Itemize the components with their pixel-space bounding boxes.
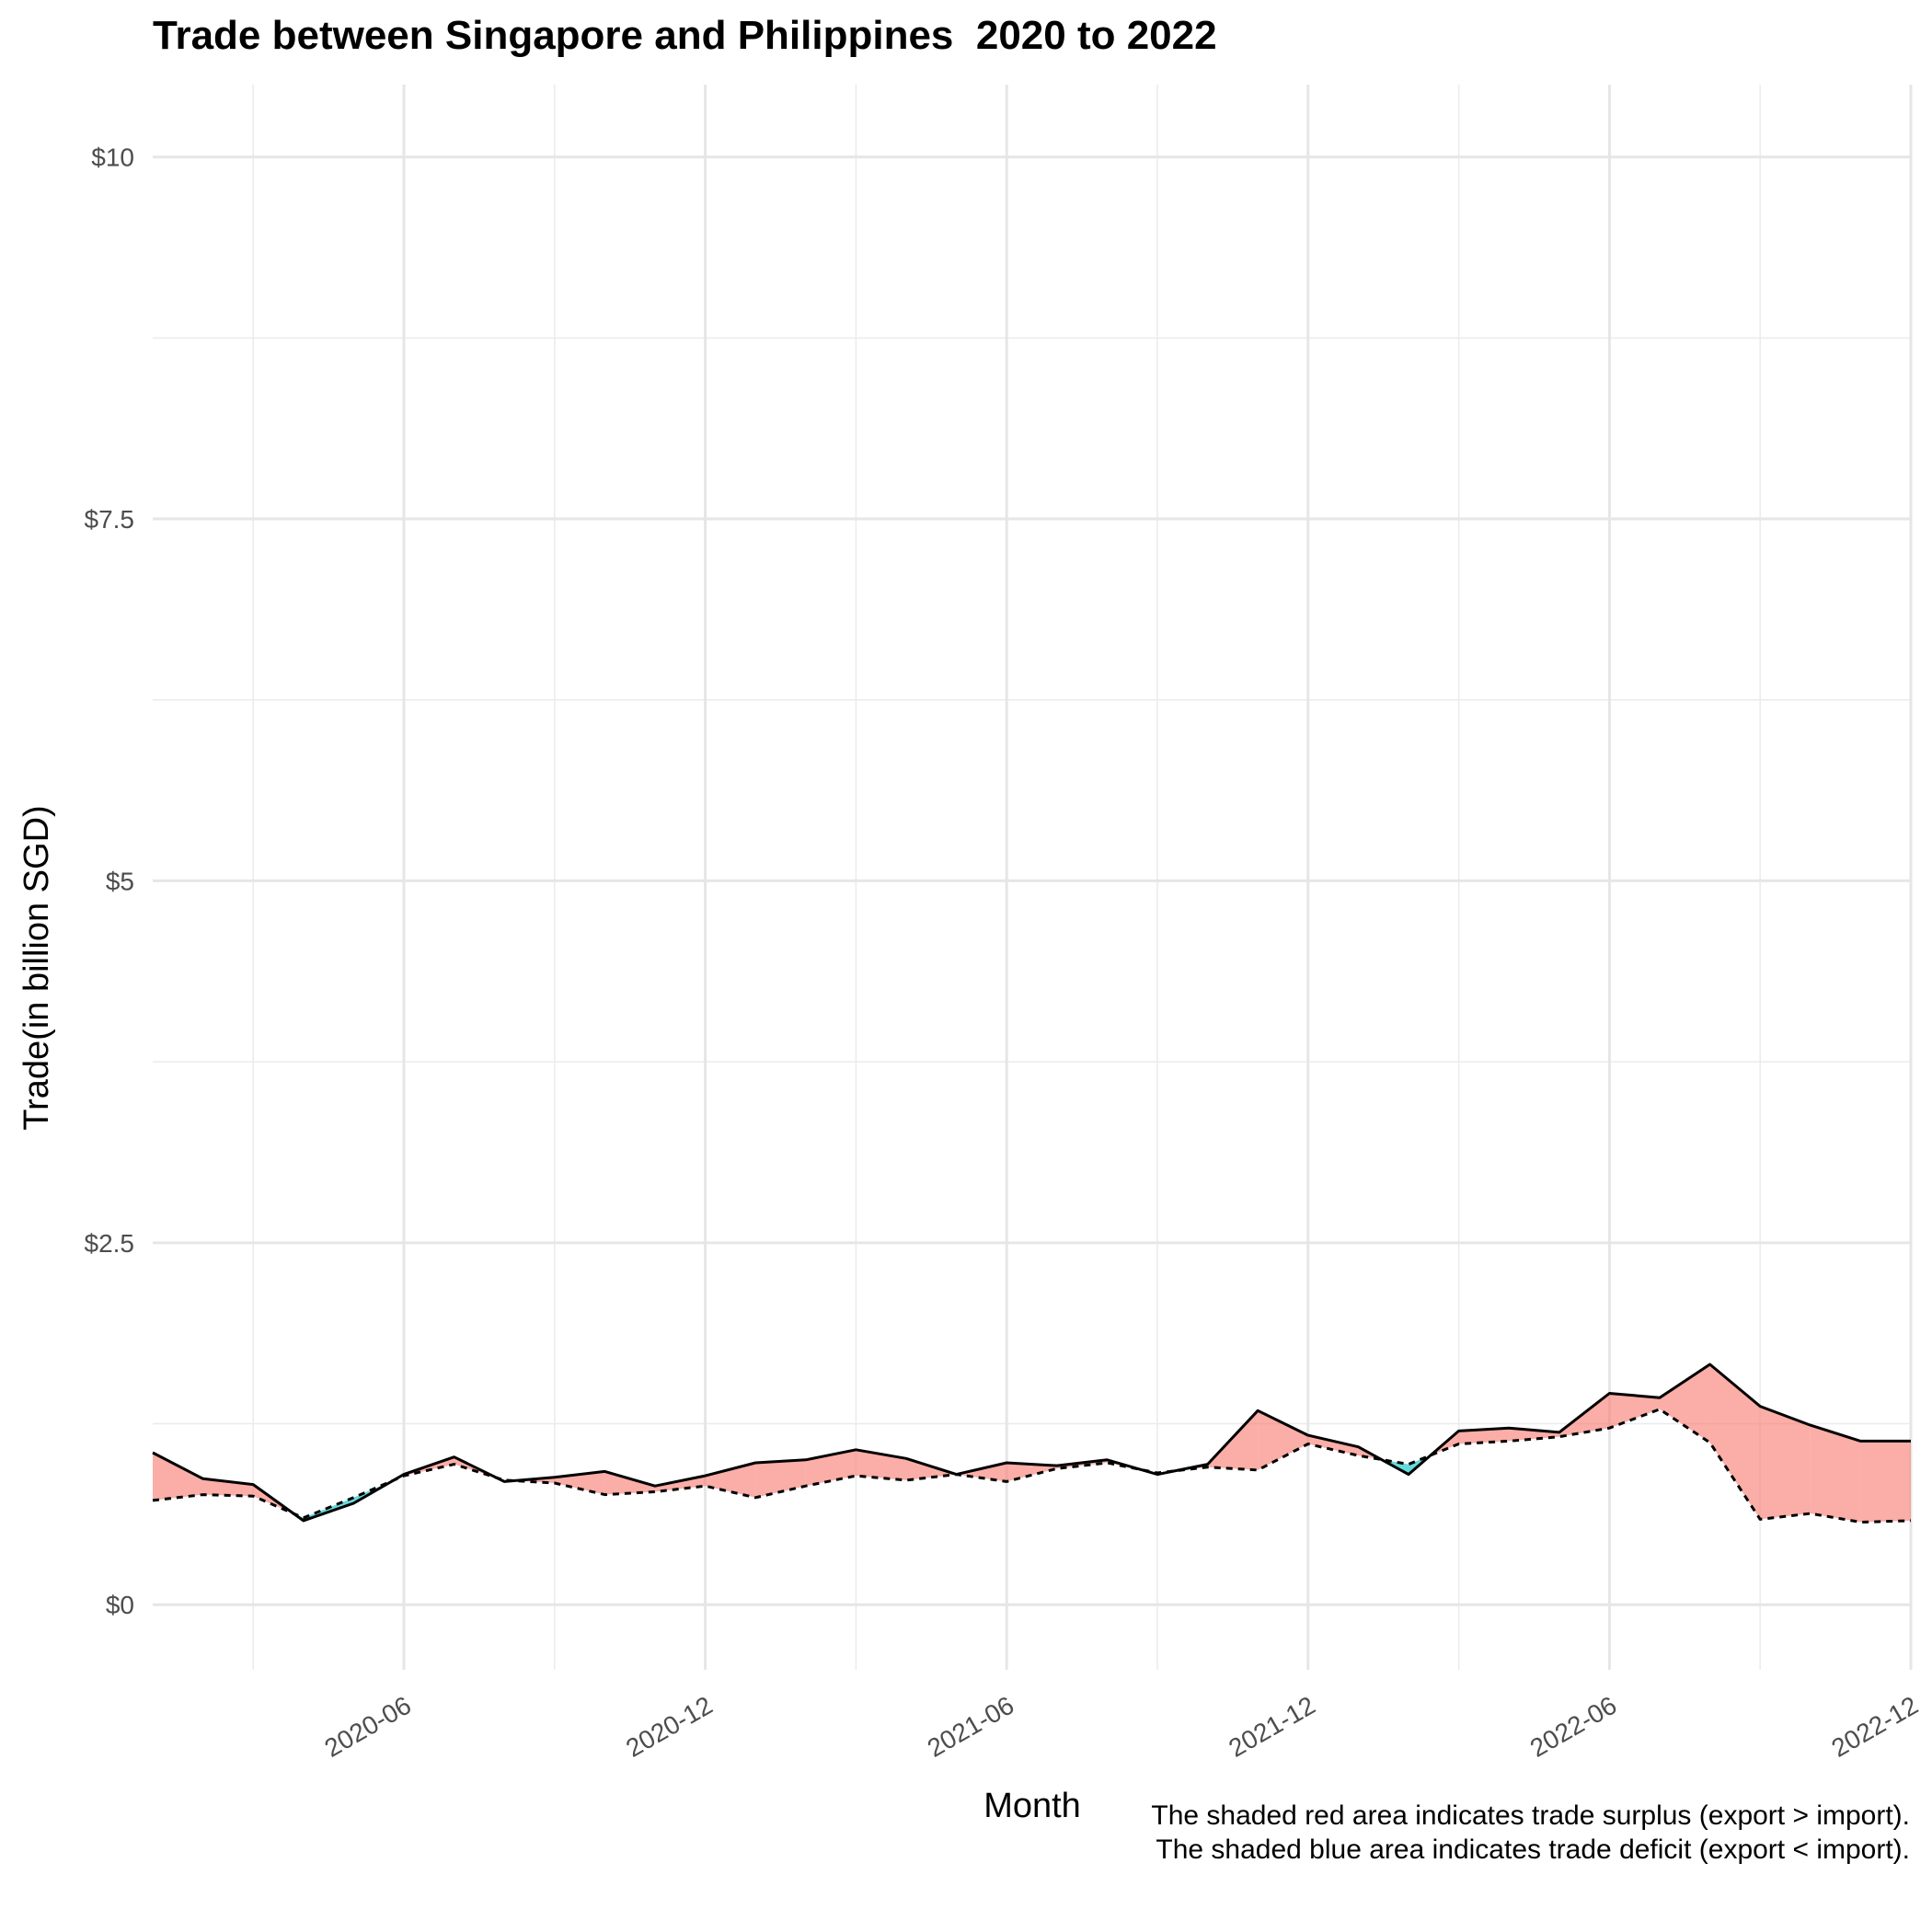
surplus-area — [805, 1449, 857, 1487]
grid-layer — [153, 85, 1913, 1670]
y-tick-label: $10 — [91, 144, 134, 172]
y-axis-title: Trade(in billion SGD) — [17, 805, 56, 1130]
y-tick-label: $0 — [106, 1591, 134, 1619]
x-tick-label: 2022-06 — [1525, 1691, 1621, 1763]
surplus-area — [1258, 1410, 1308, 1470]
x-tick-label: 2020-12 — [621, 1691, 717, 1763]
surplus-area — [1006, 1463, 1057, 1482]
x-tick-label: 2022-12 — [1827, 1691, 1923, 1763]
surplus-area — [1760, 1406, 1811, 1520]
surplus-area — [1609, 1393, 1660, 1429]
surplus-area — [1660, 1364, 1710, 1443]
x-axis-ticks: 2020-06 2020-12 2021-06 2021-12 2022-06 2022-… — [320, 1691, 1923, 1763]
x-tick-label: 2020-06 — [320, 1691, 416, 1763]
x-tick-label: 2021-06 — [923, 1691, 1018, 1763]
surplus-area — [956, 1463, 1007, 1482]
surplus-area — [1860, 1441, 1911, 1523]
y-tick-label: $2.5 — [85, 1229, 135, 1258]
surplus-area — [554, 1471, 605, 1495]
surplus-area — [655, 1476, 706, 1492]
y-axis-ticks: $0 $2.5 $5 $7.5 $10 — [85, 144, 135, 1620]
x-tick-label: 2021-12 — [1224, 1691, 1319, 1763]
caption-line-surplus: The shaded red area indicates trade surp… — [1151, 1800, 1910, 1831]
caption: The shaded red area indicates trade surp… — [1151, 1799, 1910, 1867]
caption-line-deficit: The shaded blue area indicates trade def… — [1156, 1834, 1910, 1865]
surplus-area — [1458, 1428, 1510, 1444]
surplus-area — [1307, 1435, 1359, 1456]
surplus-area — [1810, 1425, 1861, 1523]
x-axis-title: Month — [983, 1787, 1081, 1825]
export-series-line — [152, 1363, 1911, 1523]
surplus-area — [604, 1471, 655, 1495]
y-tick-label: $5 — [106, 867, 134, 895]
surplus-area — [705, 1463, 756, 1498]
chart-title: Trade between Singapore and Philippines … — [153, 13, 1217, 58]
y-tick-label: $7.5 — [85, 505, 135, 534]
line-layer — [152, 1363, 1912, 1524]
area-layer — [153, 1364, 1911, 1523]
surplus-area — [1709, 1364, 1761, 1520]
surplus-area — [153, 1453, 203, 1501]
